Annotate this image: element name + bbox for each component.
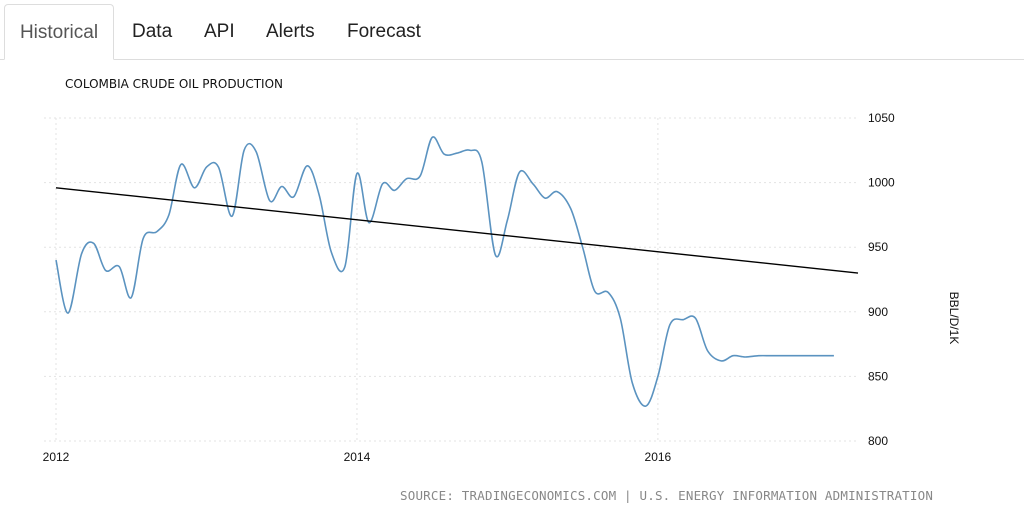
y-tick-label: 850 — [868, 369, 888, 383]
source-note: SOURCE: TRADINGECONOMICS.COM | U.S. ENER… — [400, 488, 934, 503]
line-chart: COLOMBIA CRUDE OIL PRODUCTION 800 850 900 9… — [43, 77, 961, 464]
axis-labels: 800 850 900 950 1000 1050 2012 2014 2016 — [43, 111, 895, 464]
x-tick-label: 2014 — [344, 450, 371, 464]
x-tick-label: 2016 — [645, 450, 672, 464]
y-tick-label: 800 — [868, 434, 888, 448]
y-tick-label: 1050 — [868, 111, 895, 125]
tab-forecast[interactable]: Forecast — [347, 21, 421, 42]
chart-title: COLOMBIA CRUDE OIL PRODUCTION — [65, 77, 283, 91]
tab-alerts[interactable]: Alerts — [266, 21, 315, 42]
tab-historical[interactable]: Historical — [4, 4, 114, 60]
series-layer — [55, 136, 859, 407]
tab-api[interactable]: API — [204, 21, 235, 42]
grid — [44, 117, 858, 442]
tab-bar: Historical Data API Alerts Forecast — [0, 0, 1024, 60]
tab-data[interactable]: Data — [132, 21, 173, 42]
y-tick-label: 900 — [868, 305, 888, 319]
y-axis-label: BBL/D/1K — [947, 292, 961, 345]
x-tick-label: 2012 — [43, 450, 70, 464]
series-line-trend — [55, 187, 859, 274]
series-line-production — [55, 136, 834, 407]
y-tick-label: 950 — [868, 240, 888, 254]
y-tick-label: 1000 — [868, 176, 895, 190]
